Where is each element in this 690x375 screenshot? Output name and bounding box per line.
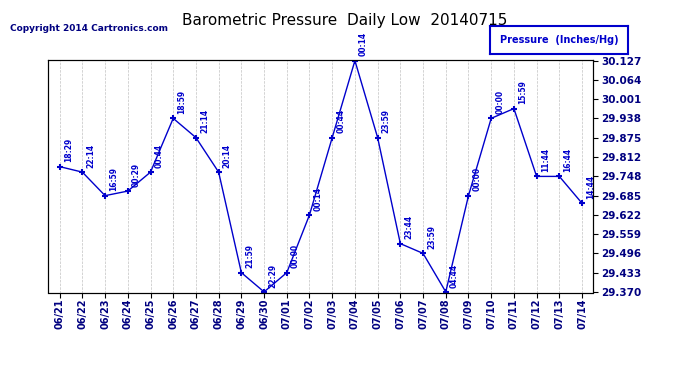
Text: 16:59: 16:59 bbox=[109, 168, 118, 192]
Text: 23:44: 23:44 bbox=[404, 215, 413, 240]
Text: 15:59: 15:59 bbox=[518, 81, 527, 104]
Text: 04:44: 04:44 bbox=[450, 264, 459, 288]
Text: 00:44: 00:44 bbox=[155, 144, 164, 168]
Text: 23:59: 23:59 bbox=[427, 225, 436, 249]
Text: 00:29: 00:29 bbox=[132, 163, 141, 187]
Text: 20:14: 20:14 bbox=[223, 144, 232, 168]
Text: 00:00: 00:00 bbox=[495, 90, 504, 114]
Text: 21:59: 21:59 bbox=[246, 244, 255, 268]
Text: Pressure  (Inches/Hg): Pressure (Inches/Hg) bbox=[500, 35, 618, 45]
Text: 14:44: 14:44 bbox=[586, 175, 595, 199]
Text: Copyright 2014 Cartronics.com: Copyright 2014 Cartronics.com bbox=[10, 24, 168, 33]
Text: 00:00: 00:00 bbox=[473, 167, 482, 192]
Text: 11:44: 11:44 bbox=[541, 148, 550, 172]
Text: 00:14: 00:14 bbox=[314, 187, 323, 211]
Text: Barometric Pressure  Daily Low  20140715: Barometric Pressure Daily Low 20140715 bbox=[182, 13, 508, 28]
Text: 21:14: 21:14 bbox=[200, 109, 209, 134]
Text: 00:00: 00:00 bbox=[291, 244, 300, 268]
Text: 23:59: 23:59 bbox=[382, 110, 391, 134]
Text: 16:44: 16:44 bbox=[564, 148, 573, 172]
Text: 00:44: 00:44 bbox=[336, 109, 346, 134]
Text: 22:29: 22:29 bbox=[268, 264, 277, 288]
Text: 18:59: 18:59 bbox=[177, 90, 186, 114]
Text: 18:29: 18:29 bbox=[63, 138, 73, 162]
Text: 22:14: 22:14 bbox=[86, 144, 95, 168]
Text: 00:14: 00:14 bbox=[359, 32, 368, 57]
